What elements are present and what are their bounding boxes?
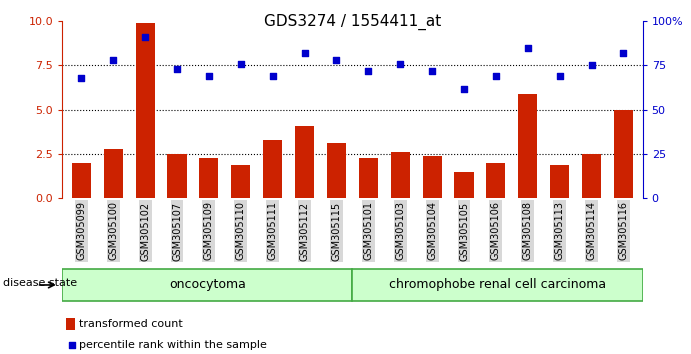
- Text: GSM305109: GSM305109: [204, 201, 214, 261]
- Point: [554, 73, 565, 79]
- Text: GDS3274 / 1554411_at: GDS3274 / 1554411_at: [264, 14, 441, 30]
- Text: GSM305099: GSM305099: [76, 201, 86, 261]
- Bar: [455, 172, 473, 198]
- Text: chromophobe renal cell carcinoma: chromophobe renal cell carcinoma: [389, 279, 606, 291]
- Bar: [352, 269, 643, 301]
- Text: GSM305113: GSM305113: [555, 201, 565, 261]
- Bar: [263, 140, 282, 198]
- Text: GSM305106: GSM305106: [491, 201, 501, 261]
- Bar: [423, 156, 442, 198]
- Point: [76, 75, 87, 81]
- Text: GSM305104: GSM305104: [427, 201, 437, 261]
- Bar: [199, 158, 218, 198]
- Text: oncocytoma: oncocytoma: [169, 279, 246, 291]
- Text: GSM305114: GSM305114: [587, 201, 596, 261]
- Bar: [327, 143, 346, 198]
- Bar: [390, 152, 410, 198]
- Text: GSM305100: GSM305100: [108, 201, 118, 261]
- Point: [267, 73, 278, 79]
- Text: GSM305103: GSM305103: [395, 201, 405, 261]
- Text: GSM305116: GSM305116: [618, 201, 629, 261]
- Bar: [550, 165, 569, 198]
- Text: GSM305102: GSM305102: [140, 201, 150, 261]
- Point: [586, 63, 597, 68]
- Bar: [62, 269, 352, 301]
- Text: GSM305115: GSM305115: [332, 201, 341, 261]
- Point: [363, 68, 374, 74]
- Point: [66, 342, 77, 348]
- Point: [426, 68, 437, 74]
- Text: GSM305108: GSM305108: [523, 201, 533, 261]
- Bar: [582, 154, 601, 198]
- Bar: [486, 163, 506, 198]
- Bar: [295, 126, 314, 198]
- Text: GSM305101: GSM305101: [363, 201, 373, 261]
- Point: [299, 50, 310, 56]
- Text: GSM305107: GSM305107: [172, 201, 182, 261]
- Bar: [359, 158, 378, 198]
- Bar: [518, 94, 538, 198]
- Bar: [167, 154, 187, 198]
- Point: [140, 34, 151, 40]
- Text: GSM305112: GSM305112: [300, 201, 310, 261]
- Point: [203, 73, 214, 79]
- Text: disease state: disease state: [3, 278, 77, 288]
- Point: [235, 61, 246, 67]
- Text: percentile rank within the sample: percentile rank within the sample: [79, 340, 267, 350]
- Bar: [614, 110, 633, 198]
- Point: [459, 86, 470, 91]
- Point: [395, 61, 406, 67]
- Point: [331, 57, 342, 63]
- Point: [618, 50, 629, 56]
- Bar: [72, 163, 91, 198]
- Text: GSM305111: GSM305111: [267, 201, 278, 261]
- Point: [522, 45, 533, 51]
- Bar: [135, 23, 155, 198]
- Bar: [231, 165, 250, 198]
- Text: GSM305110: GSM305110: [236, 201, 246, 261]
- Text: transformed count: transformed count: [79, 319, 183, 329]
- Point: [171, 66, 182, 72]
- Point: [108, 57, 119, 63]
- Text: GSM305105: GSM305105: [459, 201, 469, 261]
- Bar: [104, 149, 123, 198]
- Point: [491, 73, 502, 79]
